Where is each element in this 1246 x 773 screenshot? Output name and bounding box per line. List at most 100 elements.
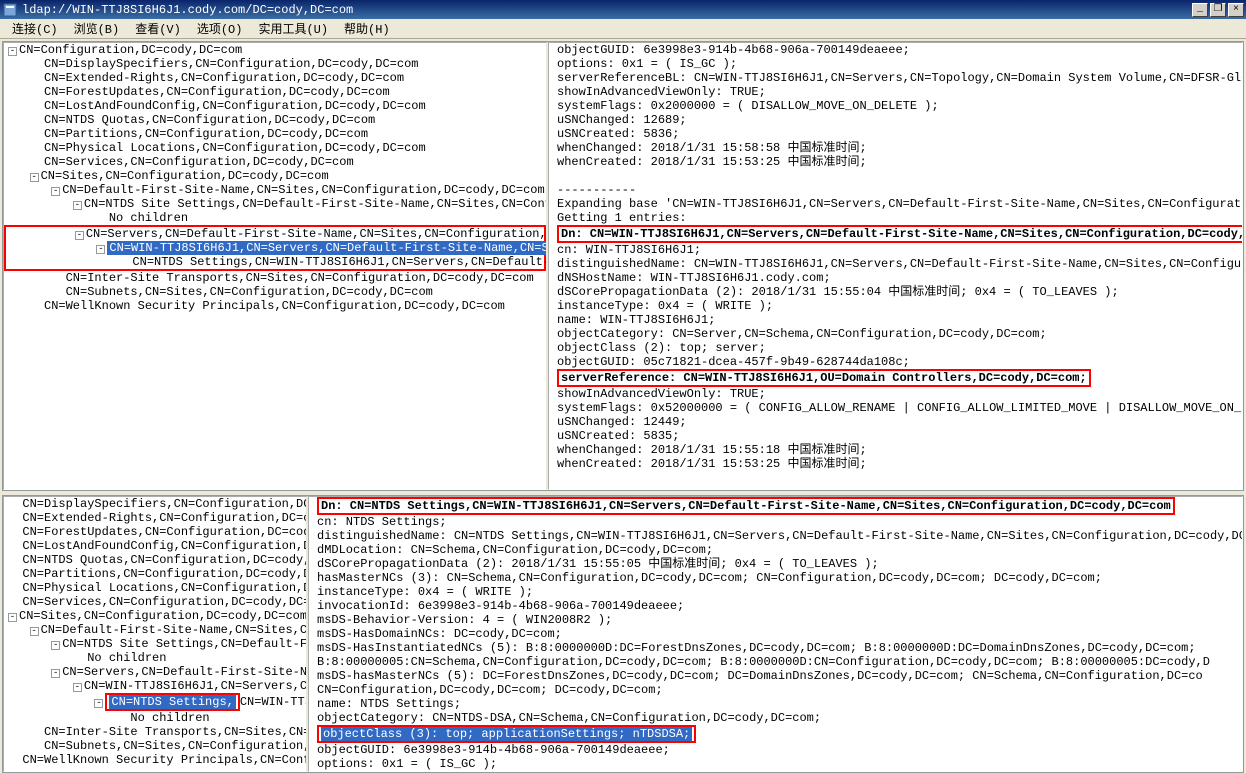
tree-row[interactable]: CN=ForestUpdates,CN=Configuration,DC=cod…	[4, 525, 306, 539]
tree-row[interactable]: CN=Physical Locations,CN=Configuration,D…	[4, 141, 546, 155]
detail-row: msDS-HasDomainNCs: DC=cody,DC=com;	[309, 627, 1242, 641]
detail-row: name: NTDS Settings;	[309, 697, 1242, 711]
tree-row[interactable]: CN=Physical Locations,CN=Configuration,D…	[4, 581, 306, 595]
tree-row[interactable]: -CN=WIN-TTJ8SI6H6J1,CN=Servers,CN=Defaul…	[4, 679, 306, 693]
tree-expander-icon[interactable]: -	[8, 613, 17, 622]
detail-row: objectGUID: 6e3998e3-914b-4b68-906a-7001…	[549, 43, 1242, 57]
menu-browse[interactable]: 浏览(B)	[66, 18, 128, 39]
tree-expander-icon[interactable]: -	[96, 245, 105, 254]
tree-row[interactable]: CN=NTDS Quotas,CN=Configuration,DC=cody,…	[4, 113, 546, 127]
tree-row[interactable]: -CN=Servers,CN=Default-First-Site-Name,C…	[4, 665, 306, 679]
detail-row: options: 0x1 = ( IS_GC );	[309, 757, 1242, 771]
detail-row: name: WIN-TTJ8SI6H6J1;	[549, 313, 1242, 327]
detail-row: dMDLocation: CN=Schema,CN=Configuration,…	[309, 543, 1242, 557]
tree-row[interactable]: CN=Services,CN=Configuration,DC=cody,DC=…	[4, 155, 546, 169]
detail-row	[549, 169, 1242, 183]
detail-row: whenChanged: 2018/1/31 15:55:18 中国标准时间;	[549, 443, 1242, 457]
detail-row: B:8:00000005:CN=Schema,CN=Configuration,…	[309, 655, 1242, 669]
tree-row[interactable]: CN=NTDS Quotas,CN=Configuration,DC=cody,…	[4, 553, 306, 567]
bottom-detail-pane[interactable]: Dn: CN=NTDS Settings,CN=WIN-TTJ8SI6H6J1,…	[308, 496, 1243, 772]
tree-row[interactable]: CN=Partitions,CN=Configuration,DC=cody,D…	[4, 127, 546, 141]
detail-row: distinguishedName: CN=NTDS Settings,CN=W…	[309, 529, 1242, 543]
tree-expander-icon[interactable]: -	[30, 173, 39, 182]
menu-utils[interactable]: 实用工具(U)	[250, 18, 336, 39]
detail-row: Dn: CN=WIN-TTJ8SI6H6J1,CN=Servers,CN=Def…	[549, 225, 1242, 243]
tree-expander-icon[interactable]: -	[51, 669, 60, 678]
detail-row: systemFlags: 0x2000000 = ( DISALLOW_MOVE…	[549, 99, 1242, 113]
detail-row: objectGUID: 05c71821-dcea-457f-9b49-6287…	[549, 355, 1242, 369]
window-title: ldap://WIN-TTJ8SI6H6J1.cody.com/DC=cody,…	[22, 3, 1190, 17]
tree-row[interactable]: -CN=NTDS Site Settings,CN=Default-First-…	[4, 637, 306, 651]
tree-row[interactable]: CN=WellKnown Security Principals,CN=Conf…	[4, 753, 306, 767]
detail-row: objectGUID: 6e3998e3-914b-4b68-906a-7001…	[309, 743, 1242, 757]
detail-row: options: 0x1 = ( IS_GC );	[549, 57, 1242, 71]
tree-row[interactable]: CN=Inter-Site Transports,CN=Sites,CN=Con…	[4, 271, 546, 285]
tree-row[interactable]: CN=NTDS Settings,CN=WIN-TTJ8SI6H6J1,CN=S…	[4, 255, 546, 271]
detail-row: uSNChanged: 12689;	[549, 113, 1242, 127]
tree-row[interactable]: -CN=NTDS Settings,CN=WIN-TTJ8SI6H6J1,CN=…	[4, 693, 306, 711]
detail-row: Expanding base 'CN=WIN-TTJ8SI6H6J1,CN=Se…	[549, 197, 1242, 211]
tree-row[interactable]: -CN=Default-First-Site-Name,CN=Sites,CN=…	[4, 183, 546, 197]
detail-row: cn: WIN-TTJ8SI6H6J1;	[549, 243, 1242, 257]
detail-row: whenChanged: 2018/1/31 15:58:58 中国标准时间;	[549, 141, 1242, 155]
tree-row[interactable]: CN=Inter-Site Transports,CN=Sites,CN=Con…	[4, 725, 306, 739]
tree-row[interactable]: CN=ForestUpdates,CN=Configuration,DC=cod…	[4, 85, 546, 99]
tree-expander-icon[interactable]: -	[51, 187, 60, 196]
tree-row[interactable]: CN=DisplaySpecifiers,CN=Configuration,DC…	[4, 497, 306, 511]
titlebar: ldap://WIN-TTJ8SI6H6J1.cody.com/DC=cody,…	[0, 0, 1246, 19]
tree-row[interactable]: CN=Extended-Rights,CN=Configuration,DC=c…	[4, 511, 306, 525]
tree-row[interactable]: -CN=Servers,CN=Default-First-Site-Name,C…	[4, 225, 546, 241]
detail-row: msDS-hasMasterNCs (5): DC=ForestDnsZones…	[309, 669, 1242, 683]
tree-row[interactable]: CN=LostAndFoundConfig,CN=Configuration,D…	[4, 99, 546, 113]
minimize-button[interactable]: _	[1192, 3, 1208, 17]
menu-help[interactable]: 帮助(H)	[336, 18, 398, 39]
tree-row[interactable]: No children	[4, 711, 306, 725]
close-button[interactable]: ×	[1228, 3, 1244, 17]
tree-expander-icon[interactable]: -	[51, 641, 60, 650]
tree-row[interactable]: CN=Subnets,CN=Sites,CN=Configuration,DC=…	[4, 285, 546, 299]
detail-row: uSNChanged: 12449;	[549, 415, 1242, 429]
detail-row: cn: NTDS Settings;	[309, 515, 1242, 529]
detail-row: invocationId: 6e3998e3-914b-4b68-906a-70…	[309, 599, 1242, 613]
detail-row: distinguishedName: CN=WIN-TTJ8SI6H6J1,CN…	[549, 257, 1242, 271]
detail-row: -----------	[549, 485, 1242, 490]
detail-row: instanceType: 0x4 = ( WRITE );	[309, 585, 1242, 599]
tree-row[interactable]: CN=Subnets,CN=Sites,CN=Configuration,DC=…	[4, 739, 306, 753]
detail-row: showInAdvancedViewOnly: TRUE;	[549, 387, 1242, 401]
detail-row: dSCorePropagationData (2): 2018/1/31 15:…	[309, 557, 1242, 571]
tree-row[interactable]: CN=Services,CN=Configuration,DC=cody,DC=…	[4, 595, 306, 609]
detail-row: objectCategory: CN=NTDS-DSA,CN=Schema,CN…	[309, 711, 1242, 725]
tree-row[interactable]: CN=Extended-Rights,CN=Configuration,DC=c…	[4, 71, 546, 85]
window-buttons: _ ❐ ×	[1190, 3, 1244, 17]
tree-row[interactable]: No children	[4, 211, 546, 225]
tree-row[interactable]: -CN=Sites,CN=Configuration,DC=cody,DC=co…	[4, 169, 546, 183]
tree-row[interactable]: CN=WellKnown Security Principals,CN=Conf…	[4, 299, 546, 313]
detail-row: dSCorePropagationData (2): 2018/1/31 15:…	[549, 285, 1242, 299]
bottom-tree-pane[interactable]: CN=DisplaySpecifiers,CN=Configuration,DC…	[3, 496, 308, 772]
tree-row[interactable]: CN=Partitions,CN=Configuration,DC=cody,D…	[4, 567, 306, 581]
menu-options[interactable]: 选项(O)	[189, 18, 251, 39]
tree-expander-icon[interactable]: -	[73, 683, 82, 692]
tree-expander-icon[interactable]: -	[94, 699, 103, 708]
tree-row[interactable]: CN=LostAndFoundConfig,CN=Configuration,D…	[4, 539, 306, 553]
menubar: 连接(C) 浏览(B) 查看(V) 选项(O) 实用工具(U) 帮助(H)	[0, 19, 1246, 39]
tree-expander-icon[interactable]: -	[30, 627, 39, 636]
tree-row[interactable]: CN=DisplaySpecifiers,CN=Configuration,DC…	[4, 57, 546, 71]
tree-row[interactable]: -CN=Configuration,DC=cody,DC=com	[4, 43, 546, 57]
tree-row[interactable]: -CN=Default-First-Site-Name,CN=Sites,CN=…	[4, 623, 306, 637]
detail-row: msDS-HasInstantiatedNCs (5): B:8:0000000…	[309, 641, 1242, 655]
detail-row: dNSHostName: WIN-TTJ8SI6H6J1.cody.com;	[549, 271, 1242, 285]
tree-expander-icon[interactable]: -	[73, 201, 82, 210]
tree-expander-icon[interactable]: -	[75, 231, 84, 240]
tree-row[interactable]: -CN=NTDS Site Settings,CN=Default-First-…	[4, 197, 546, 211]
tree-row[interactable]: -CN=WIN-TTJ8SI6H6J1,CN=Servers,CN=Defaul…	[4, 241, 546, 255]
menu-view[interactable]: 查看(V)	[127, 18, 189, 39]
menu-connect[interactable]: 连接(C)	[4, 18, 66, 39]
top-tree-pane[interactable]: -CN=Configuration,DC=cody,DC=com CN=Disp…	[3, 42, 548, 490]
tree-row[interactable]: No children	[4, 651, 306, 665]
tree-row[interactable]: -CN=Sites,CN=Configuration,DC=cody,DC=co…	[4, 609, 306, 623]
tree-expander-icon[interactable]: -	[8, 47, 17, 56]
top-detail-pane[interactable]: objectGUID: 6e3998e3-914b-4b68-906a-7001…	[548, 42, 1243, 490]
detail-row: hasMasterNCs (3): CN=Schema,CN=Configura…	[309, 571, 1242, 585]
restore-button[interactable]: ❐	[1210, 3, 1226, 17]
